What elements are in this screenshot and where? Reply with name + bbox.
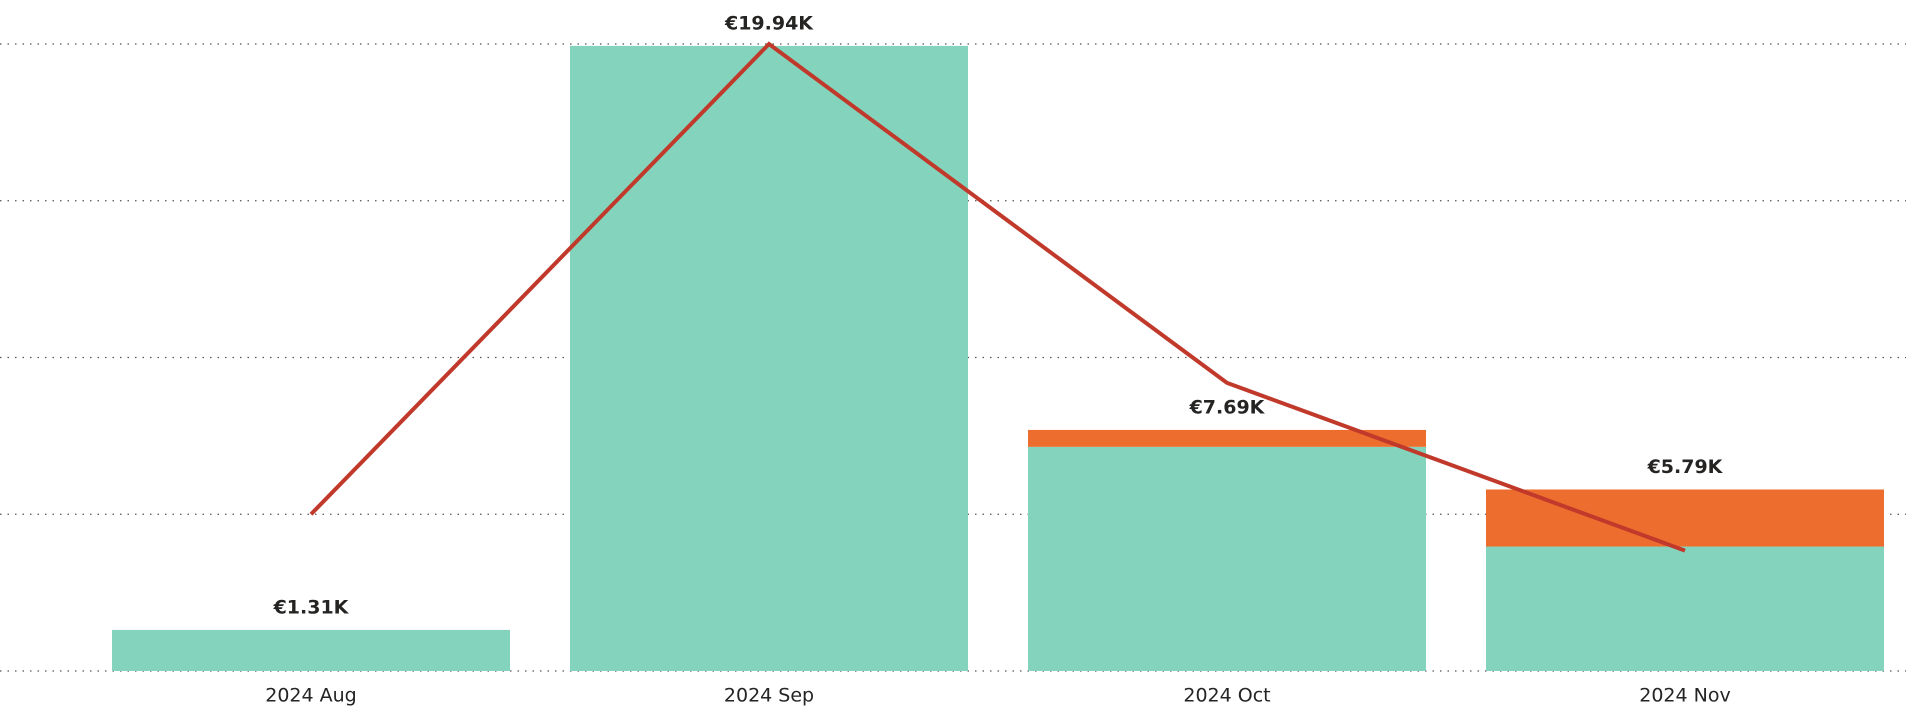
x-tick-label: 2024 Nov: [1639, 685, 1730, 707]
bar: [1486, 489, 1884, 547]
bar: [1486, 546, 1884, 671]
bar: [570, 45, 968, 672]
data-label: €7.69K: [1189, 396, 1266, 418]
bar: [1028, 429, 1426, 447]
x-tick-label: 2024 Sep: [724, 685, 814, 707]
bar: [112, 629, 510, 671]
data-label: €5.79K: [1647, 456, 1724, 478]
data-label: €1.31K: [273, 596, 350, 618]
bar: [1028, 446, 1426, 671]
x-tick-label: 2024 Aug: [265, 685, 357, 707]
line: [309, 41, 1686, 553]
x-tick-label: 2024 Oct: [1183, 685, 1270, 707]
data-label: €19.94K: [724, 12, 814, 34]
